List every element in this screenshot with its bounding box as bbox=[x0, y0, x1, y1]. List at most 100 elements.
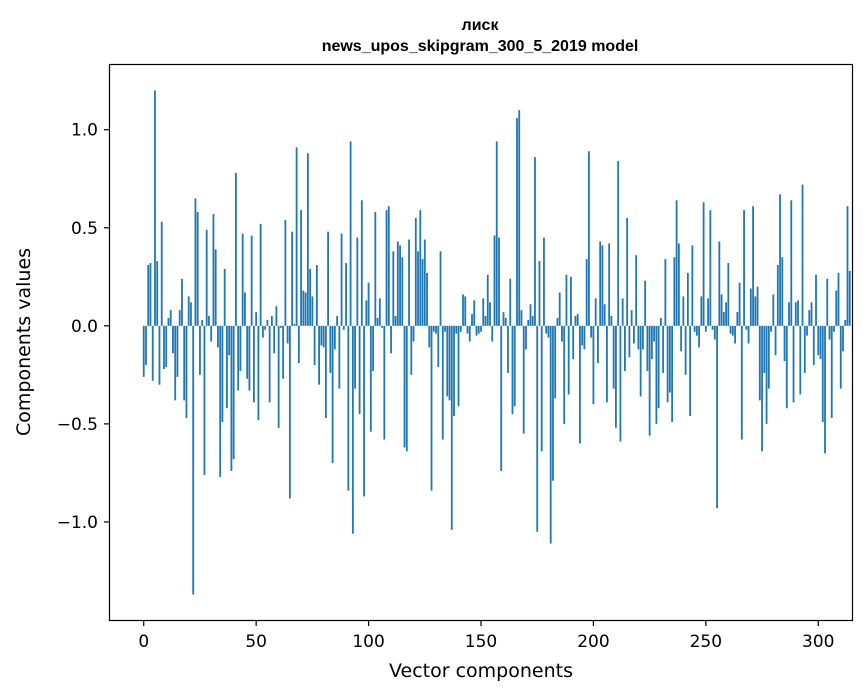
bar bbox=[641, 325, 644, 350]
bar bbox=[722, 312, 725, 326]
bar bbox=[432, 325, 435, 332]
bar bbox=[378, 298, 381, 326]
bar bbox=[543, 237, 545, 326]
bar bbox=[558, 292, 561, 326]
bar bbox=[306, 153, 309, 326]
bar bbox=[547, 325, 550, 338]
bar bbox=[509, 278, 512, 326]
bar bbox=[336, 316, 338, 326]
plot-frame bbox=[108, 63, 854, 622]
bar bbox=[383, 325, 386, 440]
bar bbox=[192, 325, 195, 595]
bar bbox=[158, 325, 161, 385]
bar bbox=[738, 282, 741, 326]
bar bbox=[761, 325, 763, 452]
bar bbox=[707, 298, 709, 326]
bar bbox=[821, 325, 824, 422]
bar bbox=[516, 117, 518, 326]
x-tick-label: 300 bbox=[802, 632, 834, 652]
bar bbox=[480, 325, 482, 332]
bar bbox=[423, 239, 426, 326]
bar bbox=[817, 325, 820, 356]
bar bbox=[360, 200, 363, 326]
bar bbox=[324, 325, 327, 418]
bar bbox=[408, 239, 410, 326]
bar bbox=[208, 316, 210, 326]
bar bbox=[455, 325, 458, 334]
bar bbox=[273, 325, 276, 354]
bar bbox=[473, 300, 476, 326]
bar bbox=[581, 325, 584, 346]
bar bbox=[489, 302, 491, 326]
bar bbox=[828, 325, 831, 340]
bar bbox=[554, 325, 557, 399]
bar bbox=[583, 325, 586, 350]
bar bbox=[255, 312, 258, 326]
bar bbox=[302, 290, 305, 326]
bar bbox=[347, 325, 350, 491]
bar bbox=[309, 268, 312, 326]
bar bbox=[453, 325, 455, 417]
bar bbox=[327, 231, 329, 326]
bar bbox=[392, 251, 395, 326]
bar bbox=[414, 217, 417, 326]
bar bbox=[471, 314, 473, 326]
bar bbox=[767, 325, 770, 389]
bar bbox=[441, 325, 444, 440]
bar bbox=[525, 325, 527, 350]
bar bbox=[462, 294, 464, 326]
bar bbox=[244, 292, 246, 326]
bar bbox=[772, 294, 775, 326]
bar bbox=[799, 325, 802, 395]
bar bbox=[635, 255, 638, 326]
bar bbox=[351, 325, 354, 534]
bar bbox=[610, 316, 613, 326]
bar bbox=[412, 325, 415, 342]
bar bbox=[399, 245, 401, 326]
bar bbox=[615, 325, 617, 428]
bar bbox=[662, 325, 665, 373]
chart-subtitle: news_upos_skipgram_300_5_2019 model bbox=[322, 38, 639, 55]
bar bbox=[295, 147, 298, 326]
bar bbox=[372, 325, 374, 371]
bar bbox=[214, 249, 217, 326]
bar bbox=[194, 198, 197, 326]
bar bbox=[345, 263, 347, 326]
bar bbox=[601, 245, 604, 326]
bar bbox=[527, 319, 530, 326]
bar bbox=[511, 325, 514, 415]
bar bbox=[475, 325, 478, 336]
bar bbox=[576, 314, 579, 326]
bar bbox=[770, 325, 772, 332]
bar bbox=[428, 325, 431, 348]
bar bbox=[752, 206, 754, 326]
bar bbox=[633, 325, 635, 344]
bar bbox=[160, 221, 163, 326]
bar bbox=[444, 325, 446, 332]
bar bbox=[154, 90, 156, 326]
bar bbox=[405, 325, 408, 452]
bar bbox=[691, 245, 694, 326]
bar bbox=[727, 263, 730, 326]
bar bbox=[374, 212, 377, 326]
bar bbox=[783, 325, 786, 362]
bar bbox=[145, 325, 147, 366]
bar bbox=[199, 325, 201, 375]
bar bbox=[585, 259, 588, 326]
bar bbox=[531, 316, 534, 326]
bar bbox=[270, 316, 273, 326]
bar bbox=[700, 296, 703, 326]
bar bbox=[504, 317, 507, 326]
bar bbox=[284, 219, 287, 326]
bar bbox=[338, 325, 341, 389]
bar bbox=[621, 298, 624, 326]
bar bbox=[592, 325, 595, 405]
bar bbox=[266, 319, 269, 326]
bar bbox=[743, 210, 745, 326]
bar bbox=[671, 325, 674, 422]
bar bbox=[704, 325, 707, 332]
bar bbox=[419, 210, 422, 326]
bar bbox=[655, 325, 658, 424]
bar bbox=[257, 325, 260, 420]
